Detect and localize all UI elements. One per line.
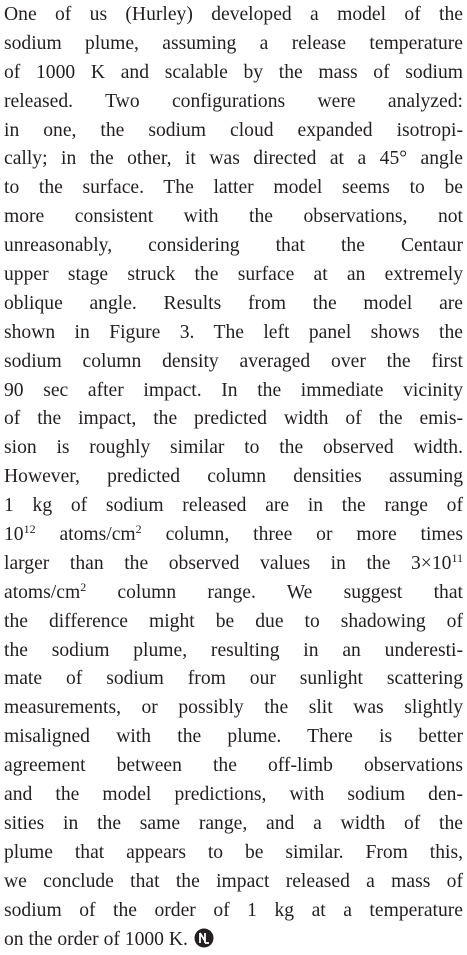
text-line: agreement between the off-limb observati… [4, 752, 463, 781]
text-segment: 90 sec after impact. In the immediate vi… [4, 379, 463, 401]
text-segment: of 1000 K and scalable by the mass of so… [4, 61, 463, 83]
text-line: 1012 atoms/cm2 column, three or more tim… [4, 521, 463, 550]
text-segment: cally; in the other, it was directed at … [4, 148, 463, 170]
text-segment: to the surface. The latter model seems t… [4, 177, 463, 199]
text-line: we conclude that the impact released a m… [4, 868, 463, 897]
text-line: However, predicted column densities assu… [4, 463, 463, 492]
text-segment: sodium of the order of 1 kg at a tempera… [4, 899, 463, 921]
text-segment: misaligned with the plume. There is bett… [4, 726, 463, 748]
text-segment: mate of sodium from our sunlight scatter… [4, 668, 463, 690]
text-segment: more consistent with the observations, n… [4, 206, 463, 228]
text-line: plume that appears to be similar. From t… [4, 839, 463, 868]
text-segment: column, three or more times [141, 524, 463, 546]
text-segment: sion is roughly similar to the observed … [4, 437, 463, 459]
text-line: shown in Figure 3. The left panel shows … [4, 319, 463, 348]
text-line: oblique angle. Results from the model ar… [4, 290, 463, 319]
text-segment: sities in the same range, and a width of… [4, 812, 463, 834]
text-line: measurements, or possibly the slit was s… [4, 694, 463, 723]
text-line: atoms/cm2 column range. We suggest that [4, 579, 463, 608]
text-segment: atoms/cm [35, 524, 136, 546]
superscript: 2 [135, 522, 142, 537]
text-segment: upper stage struck the surface at an ext… [4, 264, 463, 286]
text-segment: the difference might be due to shadowing… [4, 610, 463, 632]
text-segment: larger than the observed values in the 3… [4, 552, 452, 574]
text-line: sities in the same range, and a width of… [4, 810, 463, 839]
text-line: the difference might be due to shadowing… [4, 608, 463, 637]
text-line: on the order of 1000 K. [4, 926, 463, 955]
text-line: 1 kg of sodium released are in the range… [4, 492, 463, 521]
text-segment: column range. We suggest that [86, 581, 463, 603]
text-segment: shown in Figure 3. The left panel shows … [4, 321, 463, 343]
text-segment: and the model predictions, with sodium d… [4, 784, 463, 806]
text-segment: we conclude that the impact released a m… [4, 870, 463, 892]
text-line: larger than the observed values in the 3… [4, 550, 463, 579]
text-line: to the surface. The latter model seems t… [4, 174, 463, 203]
text-segment: the sodium plume, resulting in an undere… [4, 639, 463, 661]
text-segment: agreement between the off-limb observati… [4, 755, 463, 777]
superscript: 11 [451, 550, 463, 565]
text-segment: on the order of 1000 K. [4, 928, 188, 950]
text-line: misaligned with the plume. There is bett… [4, 723, 463, 752]
text-segment: One of us (Hurley) developed a model of … [4, 4, 463, 25]
text-segment: of the impact, the predicted width of th… [4, 408, 463, 430]
text-segment: measurements, or possibly the slit was s… [4, 697, 463, 719]
text-line: released. Two configurations were analyz… [4, 88, 463, 117]
text-segment: released. Two configurations were analyz… [4, 90, 463, 112]
end-mark-icon [194, 928, 214, 947]
text-line: of the impact, the predicted width of th… [4, 405, 463, 434]
text-line: of 1000 K and scalable by the mass of so… [4, 59, 463, 88]
superscript: 12 [23, 522, 36, 537]
text-line: in one, the sodium cloud expanded isotro… [4, 117, 463, 146]
text-line: more consistent with the observations, n… [4, 203, 463, 232]
text-segment: 10 [4, 524, 24, 546]
superscript: 2 [80, 579, 87, 594]
text-segment: 1 kg of sodium released are in the range… [4, 495, 463, 517]
text-segment: in one, the sodium cloud expanded isotro… [4, 119, 463, 141]
text-line: mate of sodium from our sunlight scatter… [4, 665, 463, 694]
text-line: the sodium plume, resulting in an undere… [4, 637, 463, 666]
text-segment: plume that appears to be similar. From t… [4, 841, 463, 863]
text-line: sodium of the order of 1 kg at a tempera… [4, 897, 463, 926]
text-line: upper stage struck the surface at an ext… [4, 261, 463, 290]
text-segment: oblique angle. Results from the model ar… [4, 292, 463, 314]
text-line: One of us (Hurley) developed a model of … [4, 1, 463, 30]
text-segment: sodium column density averaged over the … [4, 350, 463, 372]
text-line: cally; in the other, it was directed at … [4, 145, 463, 174]
text-line: unreasonably, considering that the Centa… [4, 232, 463, 261]
text-line: and the model predictions, with sodium d… [4, 781, 463, 810]
text-segment: sodium plume, assuming a release tempera… [4, 32, 463, 54]
text-line: sodium plume, assuming a release tempera… [4, 30, 463, 59]
text-line: sodium column density averaged over the … [4, 348, 463, 377]
text-segment: atoms/cm [4, 581, 81, 603]
text-segment: unreasonably, considering that the Centa… [4, 235, 463, 257]
text-segment: However, predicted column densities assu… [4, 466, 463, 488]
text-line: sion is roughly similar to the observed … [4, 434, 463, 463]
text-line: 90 sec after impact. In the immediate vi… [4, 377, 463, 406]
